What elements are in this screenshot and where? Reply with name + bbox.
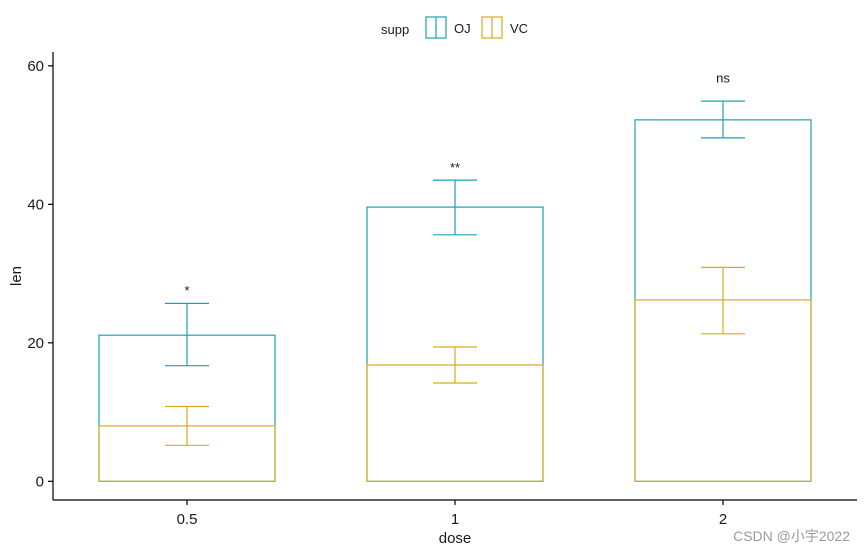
significance-label: * [184, 283, 189, 298]
watermark: CSDN @小宇2022 [733, 528, 850, 544]
x-tick-label: 0.5 [177, 511, 198, 528]
bar-oj [366, 206, 544, 482]
legend-title: supp [381, 22, 409, 37]
y-tick-label: 60 [27, 58, 44, 75]
y-tick-label: 40 [27, 196, 44, 213]
plot-area: ***ns [98, 70, 812, 482]
x-axis-title: dose [439, 530, 472, 547]
significance-label: ** [450, 160, 460, 175]
axes: 0 20 40 60 0.5 1 2 dose len [8, 52, 857, 547]
legend-label-oj: OJ [454, 21, 471, 36]
x-tick-label: 2 [719, 511, 727, 528]
y-tick-label: 20 [27, 335, 44, 352]
legend-label-vc: VC [510, 21, 528, 36]
x-tick-label: 1 [451, 511, 459, 528]
legend: supp OJ VC [381, 16, 528, 39]
significance-label: ns [716, 70, 730, 85]
y-axis-title: len [8, 266, 25, 286]
y-tick-label: 0 [36, 473, 44, 490]
